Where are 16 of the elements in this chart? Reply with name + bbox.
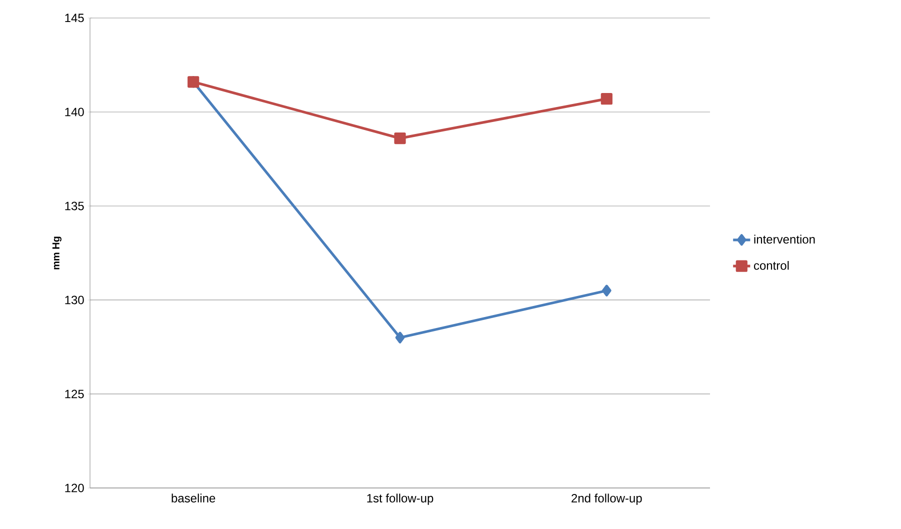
point bbox=[395, 332, 405, 344]
y-tick-label: 140 bbox=[65, 108, 84, 116]
point bbox=[602, 284, 612, 296]
y-tick-label: 120 bbox=[65, 484, 84, 492]
y-tick-label: 130 bbox=[65, 296, 84, 304]
legend-label: intervention bbox=[754, 234, 815, 244]
x-tick-label: 2nd follow-up bbox=[572, 494, 642, 505]
legend-label: control bbox=[754, 260, 789, 270]
y-tick-label: 145 bbox=[65, 14, 84, 22]
x-tick-label: baseline bbox=[172, 494, 216, 502]
x-tick-label: 1st follow-up bbox=[367, 494, 434, 505]
y-axis-title: mm Hg bbox=[52, 236, 62, 270]
point bbox=[394, 132, 406, 144]
y-tick-label: 125 bbox=[65, 390, 84, 398]
point bbox=[600, 93, 612, 105]
y-tick-label: 135 bbox=[65, 202, 84, 210]
